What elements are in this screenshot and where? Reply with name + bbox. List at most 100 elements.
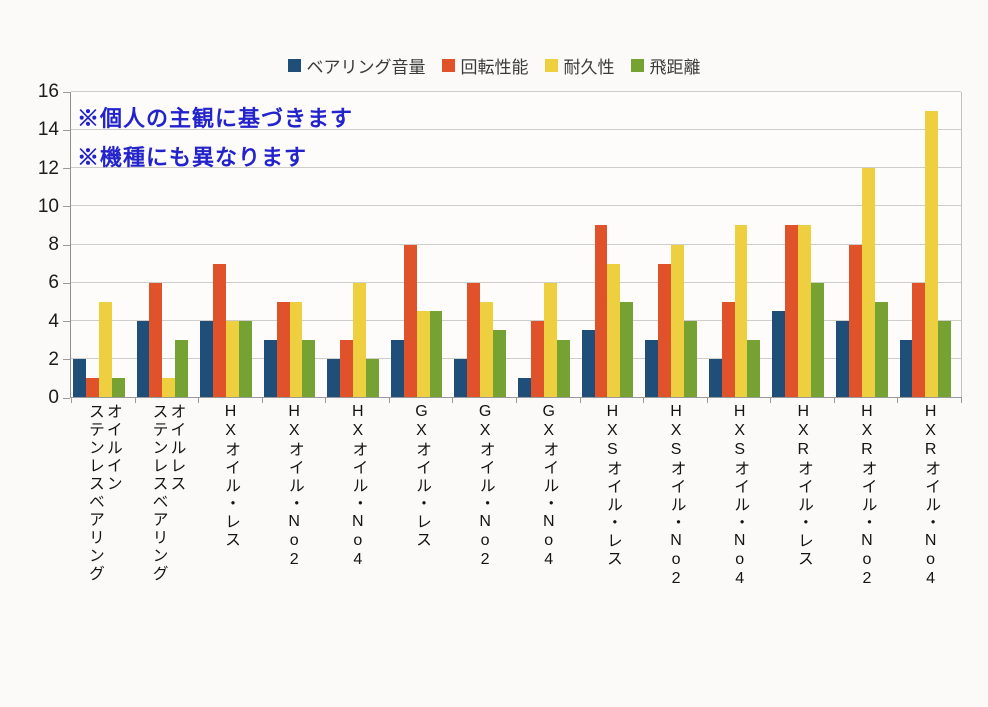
y-axis: 0 2 4 6 8 10 12 14 16 [0, 81, 70, 408]
x-label-cell: HXRオイル・No2 [835, 403, 899, 589]
x-axis-label: GXオイル・レス [412, 403, 430, 549]
bar-group [452, 92, 516, 397]
bar-group [198, 92, 262, 397]
legend-item: 耐久性 [544, 53, 615, 78]
x-axis-tick-mark [325, 397, 327, 403]
x-axis-tick-mark [452, 397, 454, 403]
x-axis-label: オイルレス ステンレスベアリング [149, 403, 185, 583]
y-tick-mark-icon [63, 168, 70, 169]
bar-回転性能 [658, 263, 671, 397]
gridline [71, 281, 961, 283]
legend-swatch-icon [630, 58, 644, 72]
x-axis-label: HXオイル・No4 [349, 403, 367, 570]
bar-group [516, 92, 580, 397]
x-label-cell: HXSオイル・レス [580, 403, 644, 589]
bar-飛距離 [175, 339, 189, 397]
bar-ベアリング音量 [263, 339, 277, 397]
bar-飛距離 [620, 301, 634, 397]
gridline [71, 91, 961, 92]
x-label-cell: HXオイル・レス [198, 403, 262, 589]
x-axis-tick-mark [643, 397, 645, 403]
bar-飛距離 [493, 330, 507, 397]
gridline [71, 205, 961, 207]
bar-回転性能 [340, 339, 354, 397]
bar-group [71, 92, 135, 397]
y-tick-mark-icon [63, 397, 70, 399]
bar-ベアリング音量 [200, 320, 214, 397]
bar-groups [71, 92, 961, 397]
bar-ベアリング音量 [899, 339, 913, 397]
y-axis-tick: 4 [48, 311, 70, 333]
bar-回転性能 [785, 225, 799, 397]
bar-耐久性 [861, 168, 875, 397]
bar-回転性能 [85, 377, 99, 397]
y-tick-mark-icon [63, 206, 70, 208]
y-tick-label: 4 [48, 310, 59, 332]
bar-飛距離 [938, 320, 952, 397]
x-axis-label: HXオイル・レス [222, 403, 240, 549]
bar-耐久性 [607, 263, 621, 397]
bar-ベアリング音量 [645, 339, 659, 397]
bar-ベアリング音量 [518, 377, 531, 397]
bar-飛距離 [874, 301, 888, 397]
bar-飛距離 [811, 282, 824, 397]
legend-label: 耐久性 [563, 57, 615, 77]
bar-耐久性 [798, 225, 812, 397]
gridline [71, 167, 961, 169]
bar-回転性能 [721, 301, 735, 397]
y-tick-label: 6 [48, 272, 59, 294]
y-tick-mark-icon [63, 321, 70, 322]
x-axis-tick-mark [134, 397, 136, 403]
bar-ベアリング音量 [390, 339, 404, 397]
x-axis-tick-mark [897, 397, 899, 403]
x-axis-tick-mark [198, 397, 200, 403]
legend-item: 回転性能 [441, 53, 529, 78]
legend-swatch-icon [441, 58, 455, 72]
x-label-cell: HXSオイル・No4 [707, 403, 771, 589]
y-axis-tick: 6 [48, 272, 70, 294]
bar-group [707, 92, 771, 397]
bar-飛距離 [111, 377, 125, 397]
bar-ベアリング音量 [73, 358, 86, 397]
bar-耐久性 [162, 377, 176, 397]
x-axis-tick-mark [388, 397, 390, 403]
y-tick-label: 12 [37, 157, 59, 179]
x-labels: オイルイン ステンレスベアリング オイルレス ステンレスベアリング HXオイル・レス… [71, 403, 962, 589]
bar-耐久性 [543, 282, 557, 397]
bar-group [389, 92, 453, 397]
x-axis-label: オイルイン ステンレスベアリング [85, 403, 121, 583]
x-label-cell: HXRオイル・No4 [898, 403, 962, 589]
bar-回転性能 [403, 244, 417, 397]
x-label-cell: オイルイン ステンレスベアリング [71, 403, 135, 589]
gridline [71, 129, 961, 131]
bar-ベアリング音量 [708, 358, 722, 397]
bar-耐久性 [734, 225, 748, 397]
x-axis-label: HXRオイル・レス [794, 403, 812, 568]
bar-飛距離 [238, 320, 252, 397]
x-axis-label: GXオイル・No2 [476, 403, 494, 570]
bar-耐久性 [289, 301, 303, 397]
plot-area: ※個人の主観に基づきます ※機種にも異なります [70, 91, 962, 403]
bar-group [580, 92, 644, 397]
x-axis-label: HXRオイル・No2 [858, 403, 876, 589]
y-tick-mark-icon [63, 244, 70, 246]
x-axis-label: HXSオイル・レス [603, 403, 621, 568]
x-label-cell: オイルレス ステンレスベアリング [135, 403, 199, 589]
legend-item: ベアリング音量 [287, 53, 426, 78]
y-tick-label: 0 [48, 387, 59, 408]
bar-回転性能 [848, 244, 862, 397]
annotation-line-1: ※個人の主観に基づきます [77, 106, 354, 131]
bar-group [898, 92, 962, 397]
bar-回転性能 [276, 301, 290, 397]
x-axis-label: HXRオイル・No4 [922, 403, 940, 589]
x-label-cell: GXオイル・No4 [516, 403, 580, 589]
x-axis-tick-mark [579, 397, 581, 403]
bar-飛距離 [747, 339, 761, 397]
x-axis-label: HXSオイル・No4 [731, 403, 749, 589]
bar-耐久性 [225, 320, 239, 397]
y-tick-mark-icon [63, 129, 70, 131]
bar-耐久性 [416, 311, 430, 397]
bar-group [262, 92, 326, 397]
bar-回転性能 [912, 282, 926, 397]
